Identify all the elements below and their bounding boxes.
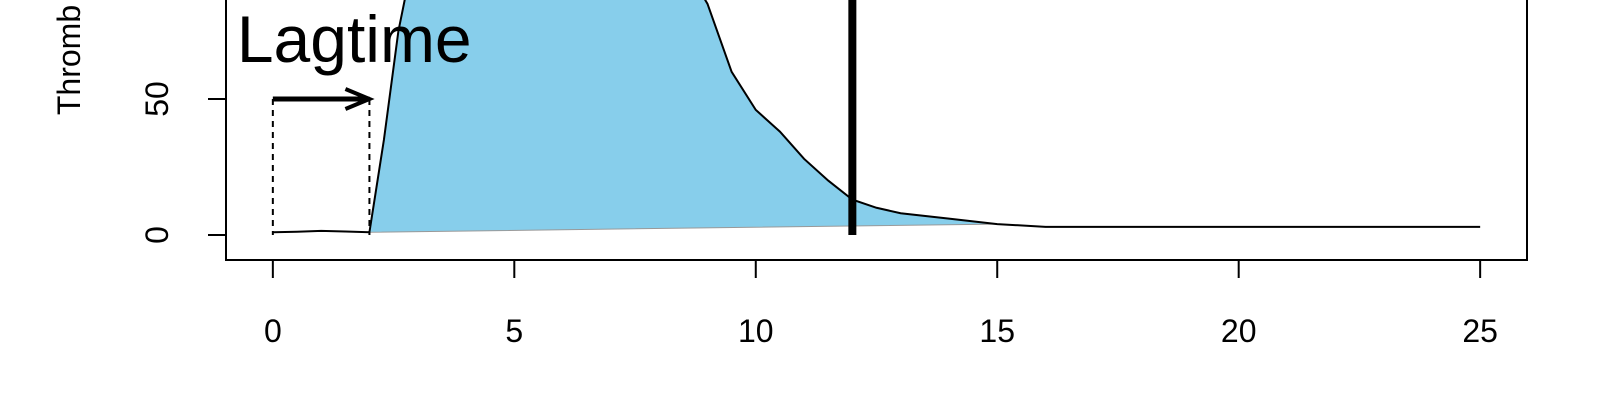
x-tick-label: 10 bbox=[738, 313, 774, 349]
x-tick-label: 5 bbox=[505, 313, 523, 349]
y-tick-label: 0 bbox=[139, 226, 175, 244]
annotation: Lagtime bbox=[237, 2, 472, 76]
arrow-head bbox=[344, 87, 375, 111]
y-tick-label: 50 bbox=[139, 81, 175, 117]
x-tick-label: 0 bbox=[264, 313, 282, 349]
axis-box bbox=[225, 0, 1528, 261]
curve bbox=[272, 0, 1481, 234]
x-tick-label: 15 bbox=[979, 313, 1015, 349]
y-axis-label: Thromb bbox=[51, 5, 87, 115]
plot-area bbox=[271, 0, 1481, 235]
x-tick-label: 25 bbox=[1462, 313, 1498, 349]
x-tick-label: 20 bbox=[1221, 313, 1257, 349]
